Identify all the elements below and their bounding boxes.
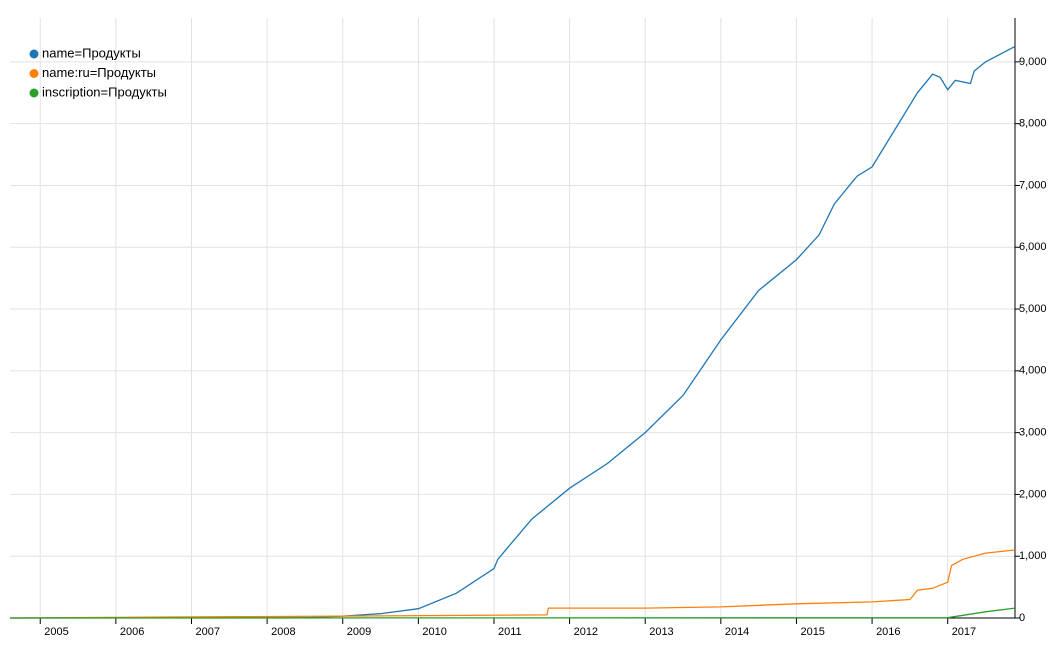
x-tick-label: 2007 <box>195 626 219 638</box>
y-tick-label: 3,000 <box>1019 427 1047 439</box>
x-tick-label: 2008 <box>271 626 295 638</box>
y-tick-label: 4,000 <box>1019 365 1047 377</box>
x-tick-label: 2012 <box>574 626 598 638</box>
y-tick-label: 0 <box>1019 612 1025 624</box>
x-tick-label: 2006 <box>120 626 144 638</box>
legend-marker <box>29 88 39 98</box>
x-tick-label: 2015 <box>800 626 824 638</box>
x-tick-label: 2009 <box>347 626 371 638</box>
x-tick-label: 2005 <box>44 626 68 638</box>
legend-label: name=Продукты <box>42 45 141 60</box>
legend-label: name:ru=Продукты <box>42 65 156 80</box>
legend-marker <box>29 49 39 59</box>
y-tick-label: 1,000 <box>1019 550 1047 562</box>
y-tick-label: 7,000 <box>1019 179 1047 191</box>
legend-label: inscription=Продукты <box>42 84 167 99</box>
x-tick-label: 2014 <box>725 626 749 638</box>
series-line <box>9 607 1016 619</box>
legend-marker <box>29 69 39 78</box>
x-tick-label: 2016 <box>876 626 900 638</box>
x-tick-label: 2011 <box>498 626 522 638</box>
y-tick-label: 8,000 <box>1019 118 1047 130</box>
y-tick-label: 9,000 <box>1019 56 1047 68</box>
x-tick-label: 2017 <box>952 626 976 638</box>
series-line <box>9 45 1016 619</box>
y-tick-label: 2,000 <box>1019 488 1047 500</box>
x-tick-label: 2013 <box>649 626 673 638</box>
series-line <box>9 549 1016 619</box>
y-tick-label: 6,000 <box>1019 241 1047 253</box>
y-tick-label: 5,000 <box>1019 303 1047 315</box>
x-tick-label: 2010 <box>422 626 446 638</box>
